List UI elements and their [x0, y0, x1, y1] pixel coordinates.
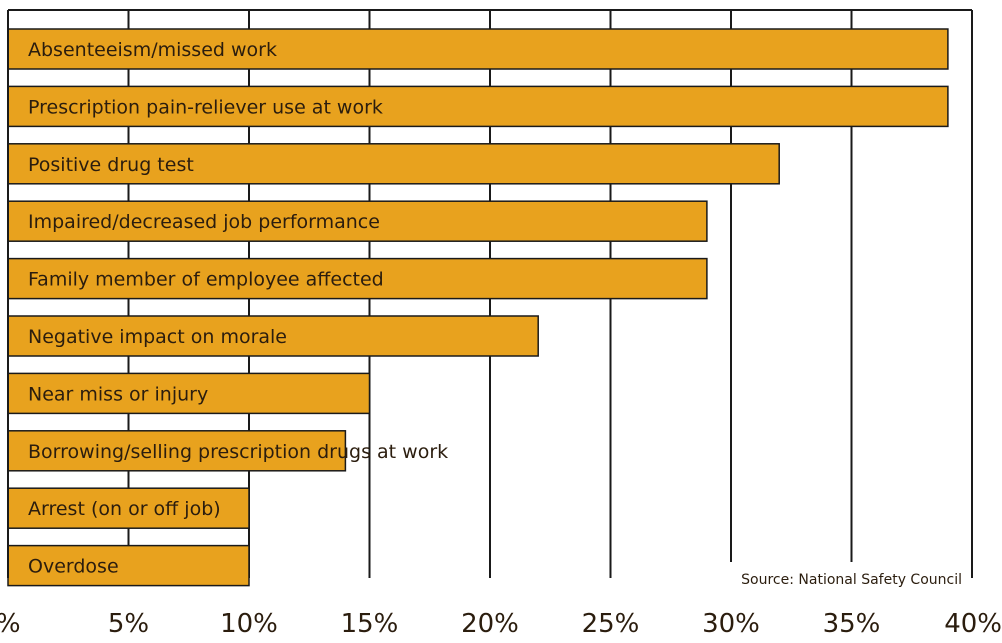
source-note: Source: National Safety Council — [741, 572, 962, 588]
frame — [7, 9, 973, 578]
bar-label-9: Arrest (on or off job) — [28, 498, 221, 520]
bar-2 — [7, 85, 949, 128]
bar-label-8: Borrowing/selling prescription drugs at … — [28, 441, 448, 463]
x-tick-label-15: 15% — [341, 609, 399, 639]
x-tick-label-20: 20% — [461, 609, 519, 639]
x-axis-tick-labels: 0% 5% 10% 15% 20% 25% 30% 35% 40% — [0, 609, 1002, 639]
bar-6 — [7, 315, 539, 357]
x-tick-label-25: 25% — [582, 609, 640, 639]
bar-label-7: Near miss or injury — [28, 383, 208, 405]
bars: Absenteeism/missed work Prescription pain… — [7, 28, 949, 587]
bar-5 — [7, 257, 708, 300]
bar-label-4: Impaired/decreased job performance — [28, 211, 380, 233]
bar-label-10: Overdose — [28, 556, 119, 578]
bar-3 — [7, 143, 780, 185]
bar-7 — [7, 372, 371, 415]
bar-label-3: Positive drug test — [28, 154, 194, 176]
bar-8 — [7, 430, 347, 472]
bar-label-5: Family member of employee affected — [28, 269, 384, 291]
bar-label-1: Absenteeism/missed work — [28, 39, 277, 61]
source-box — [670, 562, 970, 596]
x-tick-label-40: 40% — [944, 609, 1002, 639]
bar-label-6: Negative impact on morale — [28, 326, 287, 348]
bar-label-2: Prescription pain-reliever use at work — [28, 96, 383, 118]
x-tick-label-5: 5% — [108, 609, 149, 639]
bar-10 — [7, 544, 250, 587]
x-tick-label-10: 10% — [220, 609, 278, 639]
x-tick-label-0: 0% — [0, 609, 21, 639]
x-tick-label-30: 30% — [702, 609, 760, 639]
x-tick-label-35: 35% — [823, 609, 881, 639]
